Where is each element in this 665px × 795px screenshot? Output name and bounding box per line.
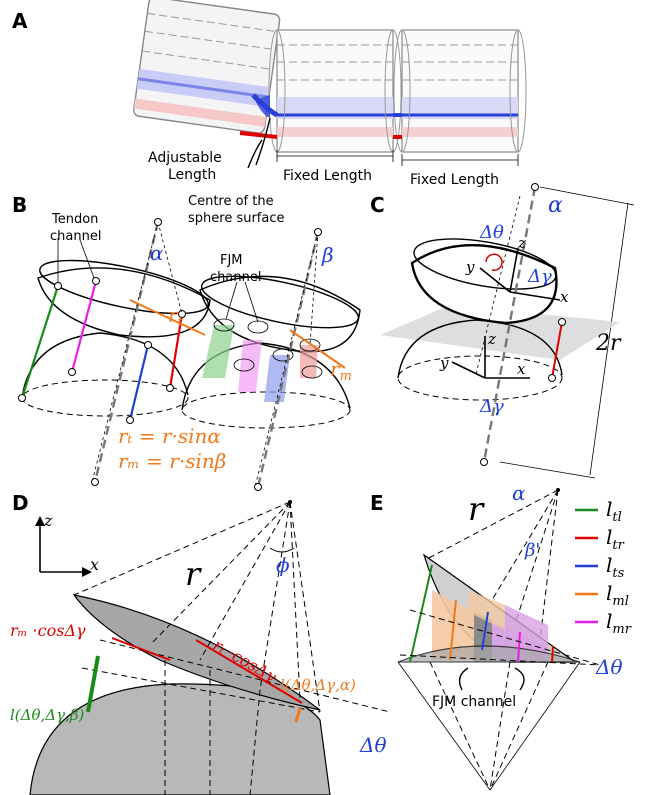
centre-label-2: sphere surface (188, 211, 285, 226)
panel-a-letter: A (12, 9, 28, 33)
adjustable-red-tendon (239, 131, 278, 139)
legend-label-mr: lmr (606, 609, 632, 637)
beta-label-b: β (321, 243, 334, 267)
eq-rm: rₘ = r·sinβ (118, 449, 226, 473)
legend-label-ts: lts (606, 553, 625, 581)
e-dtheta: Δθ (595, 655, 622, 679)
left-lower-dome (21, 332, 189, 399)
panel-d: D z x r ϕ rₘ ·cosΔγ rₜ ·cosΔγ (10, 491, 391, 795)
fjm-red (300, 345, 318, 378)
legend-label-ml: lml (606, 581, 629, 609)
c-lower-dome (397, 319, 563, 379)
legend-label-tl: ltl (606, 497, 622, 525)
c-y2: y (439, 354, 449, 372)
panel-e-letter: E (370, 491, 384, 515)
tilted-segment (133, 0, 281, 134)
d-l-left: l(Δθ,Δγ,β) (10, 706, 85, 724)
c-x2: x (517, 360, 526, 378)
e-beta: β' (524, 540, 540, 561)
panel-e: E r α β' FJM (370, 481, 632, 791)
left-tendon-red (168, 313, 184, 389)
adjustable-label-1: Adjustable (148, 150, 222, 166)
e-fjm-label: FJM channel (432, 694, 516, 710)
d-upper-bowl (72, 594, 321, 711)
panel-b: B Centre of the sphere surface Tendon ch… (12, 193, 361, 491)
fjm-blue (264, 355, 290, 402)
c-dgamma-bot: Δγ (479, 396, 504, 417)
rm-label: rm (330, 357, 352, 384)
d-l-right: l(Δθ,Δγ,α) (280, 676, 356, 694)
e-tendon-magenta (517, 631, 521, 663)
c-z1: z (517, 234, 526, 252)
centre-label-1: Centre of the (188, 194, 274, 209)
legend-label-tr: ltr (606, 525, 625, 553)
fjm-magenta (238, 340, 262, 392)
panel-c-letter: C (370, 193, 385, 217)
e-alpha: α (512, 481, 526, 505)
fjm-label-1: FJM (220, 253, 243, 268)
d-phi: ϕ (276, 553, 290, 577)
fjm-green (202, 325, 234, 378)
d-r-label: r (185, 555, 202, 593)
left-tendon-blue (128, 344, 150, 421)
rt-label: rt (168, 303, 184, 330)
d-rm-cos: rₘ ·cosΔγ (10, 621, 86, 640)
c-upper-bowl (410, 243, 558, 325)
adjustable-label-2: Length (168, 167, 216, 183)
c-z2: z (487, 330, 496, 348)
panel-a: A (12, 0, 527, 188)
d-x-axis: x (90, 555, 99, 574)
fixed-length-label-1: Fixed Length (283, 168, 372, 184)
c-dgamma-top: Δγ (527, 266, 552, 287)
e-tendon-orange (449, 599, 457, 661)
c-y1: y (465, 258, 475, 276)
c-dtheta: Δθ (479, 222, 504, 243)
panel-b-letter: B (12, 193, 27, 217)
fixed-segment-2 (393, 29, 527, 153)
e-tendon-blue (481, 611, 489, 651)
tendon-label-2: channel (50, 229, 101, 244)
panel-d-letter: D (12, 491, 29, 515)
d-z-axis: z (43, 511, 53, 530)
e-tendon-red (551, 645, 554, 663)
d-dtheta: Δθ (359, 733, 386, 757)
tendon-label-1: Tendon (51, 212, 98, 227)
left-tendon-magenta (70, 280, 98, 373)
left-upper-bowl (37, 267, 211, 338)
fixed-segment-1 (268, 29, 402, 153)
alpha-label-b: α (150, 241, 164, 265)
d-tendon-orange (294, 707, 302, 723)
fixed-length-label-2: Fixed Length (410, 172, 499, 188)
panel-c: C 2r z y x Δθ Δγ α (370, 183, 635, 479)
two-r-dim (589, 202, 629, 476)
c-alpha: α (548, 193, 563, 218)
d-tendon-green (86, 655, 100, 713)
e-r-label: r (468, 490, 485, 528)
eq-rt: rₜ = r·sinα (118, 424, 221, 448)
two-r-label: 2r (595, 331, 622, 356)
left-tendon-green (20, 285, 60, 399)
c-x1: x (560, 288, 569, 306)
